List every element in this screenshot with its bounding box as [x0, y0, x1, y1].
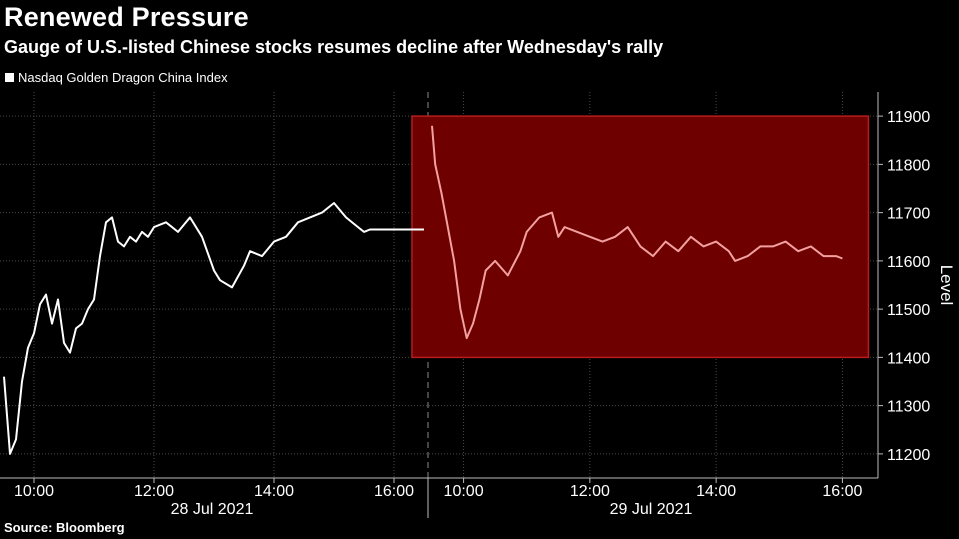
series-line-day2	[431, 125, 843, 340]
highlight-box	[411, 115, 870, 359]
legend: Nasdaq Golden Dragon China Index	[5, 70, 228, 85]
y-tick-label: 11600	[887, 254, 930, 271]
y-tick-label: 11800	[887, 157, 930, 174]
series-layer	[3, 125, 843, 455]
y-tick-label: 11300	[887, 399, 930, 416]
x-tick-label: 14:00	[254, 483, 294, 500]
x-tick-label: 16:00	[374, 483, 414, 500]
y-axis-label: Level	[937, 265, 956, 306]
x-tick-label: 14:00	[696, 483, 736, 500]
y-tick-label: 11200	[887, 447, 930, 464]
legend-label: Nasdaq Golden Dragon China Index	[18, 70, 228, 85]
y-tick-label: 11500	[887, 302, 930, 319]
y-tick-label: 11400	[887, 350, 930, 367]
chart-subtitle: Gauge of U.S.-listed Chinese stocks resu…	[4, 37, 664, 57]
x-tick-label: 16:00	[822, 483, 862, 500]
y-tick-label: 11900	[887, 109, 930, 126]
source-note: Source: Bloomberg	[4, 520, 125, 535]
series-line-day1	[3, 202, 424, 455]
y-tick-label: 11700	[887, 206, 930, 223]
highlight-layer	[411, 115, 870, 359]
axis-layer: 11200 11300 11400 11500 11600 11700 11800 11900…	[0, 92, 956, 518]
x-tick-label: 10:00	[444, 483, 484, 500]
x-tick-label: 12:00	[570, 483, 610, 500]
x-tick-label: 10:00	[14, 483, 54, 500]
date-label: 29 Jul 2021	[610, 501, 693, 518]
date-label: 28 Jul 2021	[171, 501, 254, 518]
legend-swatch	[5, 73, 14, 82]
x-tick-label: 12:00	[134, 483, 174, 500]
chart-title: Renewed Pressure	[4, 2, 249, 32]
